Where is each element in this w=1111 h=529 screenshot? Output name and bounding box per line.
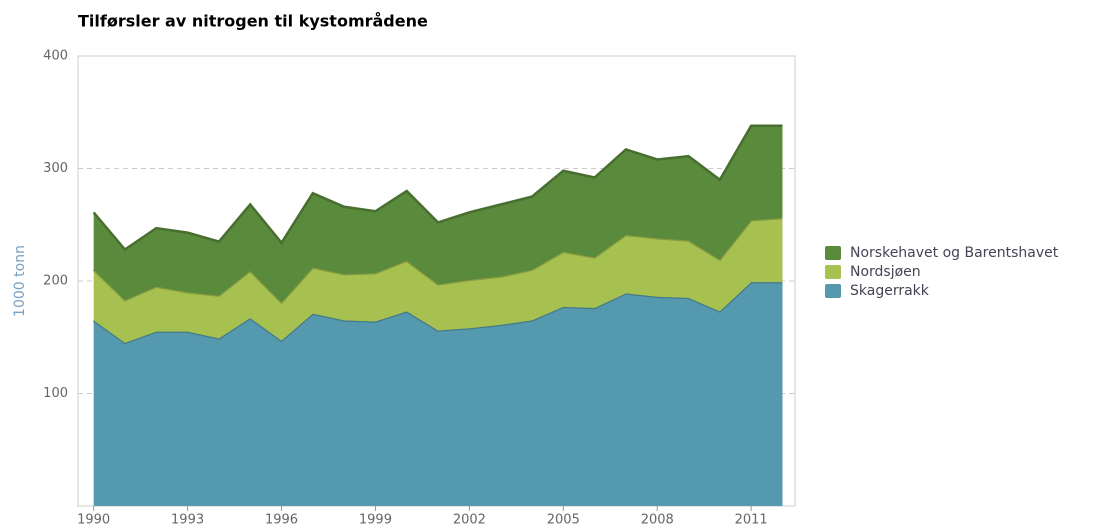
legend-swatch — [825, 265, 841, 279]
y-tick-label: 100 — [43, 386, 68, 401]
area-fill — [93, 282, 783, 506]
x-tick-label: 2011 — [735, 513, 768, 528]
x-tick-label: 1996 — [265, 513, 298, 528]
area-line — [92, 124, 783, 252]
legend-swatch — [825, 284, 841, 298]
x-tick-label: 1999 — [359, 513, 392, 528]
y-axis-label: 1000 tonn — [12, 245, 28, 317]
legend-label: Norskehavet og Barentshavet — [850, 245, 1059, 261]
y-tick-label: 300 — [43, 161, 68, 176]
x-tick-label: 2008 — [641, 513, 674, 528]
area-fill — [93, 218, 783, 343]
legend-label: Nordsjøen — [850, 264, 921, 280]
x-tick-label: 1993 — [171, 513, 204, 528]
area-fill — [93, 125, 783, 303]
legend-swatch — [825, 246, 841, 260]
x-tick-label: 1990 — [77, 513, 110, 528]
legend-label: Skagerrakk — [850, 283, 930, 299]
y-tick-label: 400 — [43, 49, 68, 64]
y-tick-label: 200 — [43, 274, 68, 289]
x-tick-label: 2002 — [453, 513, 486, 528]
chart-title: Tilførsler av nitrogen til kystområdene — [78, 12, 428, 31]
x-tick-label: 2005 — [547, 513, 580, 528]
